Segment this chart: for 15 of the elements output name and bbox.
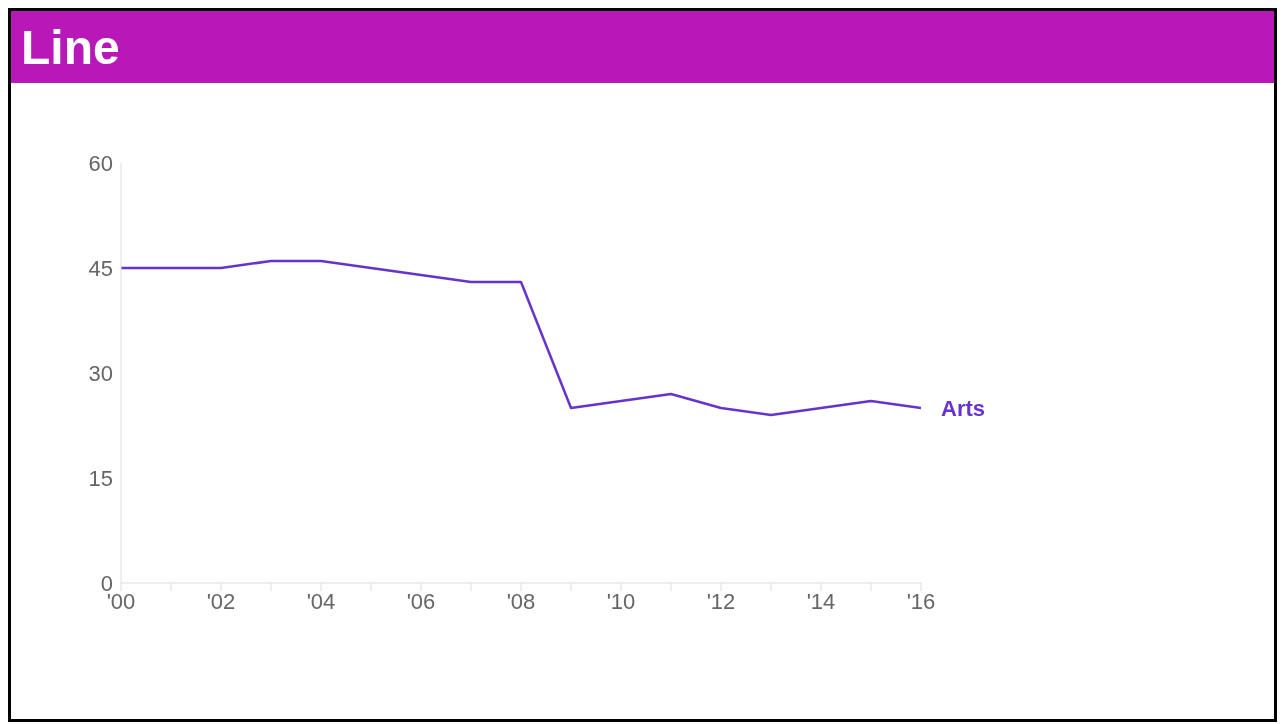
line-series (121, 259, 921, 417)
x-tick-label: '02 (206, 588, 236, 614)
x-tick-label: '04 (306, 588, 336, 614)
x-tick-label: '08 (506, 588, 536, 614)
chart-title: Line (21, 19, 120, 75)
series-label: Arts (941, 396, 986, 421)
y-tick-label: 30 (88, 360, 113, 386)
x-tick-label: '14 (806, 588, 836, 614)
y-tick-label: 15 (88, 465, 113, 491)
x-tick-label: '06 (406, 588, 436, 614)
x-tick-label: '12 (706, 588, 736, 614)
y-tick-label: 60 (88, 150, 113, 176)
y-tick-label: 45 (88, 255, 113, 281)
x-tick-label: '16 (906, 588, 936, 614)
x-tick-label: '10 (606, 588, 636, 614)
